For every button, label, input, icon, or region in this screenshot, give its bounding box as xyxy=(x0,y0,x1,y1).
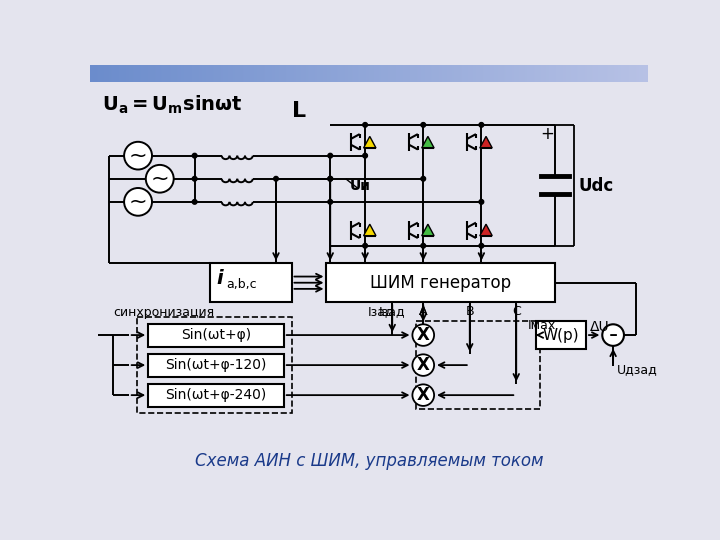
Bar xyxy=(415,321,539,409)
Text: A: A xyxy=(419,305,428,318)
Text: A: A xyxy=(419,305,428,318)
Polygon shape xyxy=(422,224,434,236)
Text: Udc: Udc xyxy=(578,177,613,195)
Text: Sin(ωt+φ): Sin(ωt+φ) xyxy=(181,328,251,342)
Bar xyxy=(148,354,284,377)
Circle shape xyxy=(192,200,197,204)
Bar xyxy=(536,321,586,349)
Text: +: + xyxy=(540,125,554,143)
Text: i: i xyxy=(216,269,223,288)
Circle shape xyxy=(421,177,426,181)
Circle shape xyxy=(479,123,484,127)
Bar xyxy=(326,264,555,302)
Bar xyxy=(137,318,292,413)
Circle shape xyxy=(479,244,484,248)
Circle shape xyxy=(124,142,152,170)
Text: синхронизация: синхронизация xyxy=(113,306,215,319)
Circle shape xyxy=(145,165,174,193)
Text: X: X xyxy=(417,386,430,404)
Text: Uдзад: Uдзад xyxy=(617,363,658,376)
Bar xyxy=(148,383,284,407)
Circle shape xyxy=(413,325,434,346)
Circle shape xyxy=(192,153,197,158)
Circle shape xyxy=(421,244,426,248)
Text: Sin(ωt+φ-240): Sin(ωt+φ-240) xyxy=(166,388,266,402)
Circle shape xyxy=(192,177,197,181)
Circle shape xyxy=(328,153,333,158)
Polygon shape xyxy=(364,224,376,236)
Circle shape xyxy=(363,123,367,127)
Text: Iзад: Iзад xyxy=(367,305,394,318)
Circle shape xyxy=(274,177,279,181)
Circle shape xyxy=(328,177,333,181)
Circle shape xyxy=(363,244,367,248)
Text: ~: ~ xyxy=(150,169,169,189)
Polygon shape xyxy=(480,137,492,148)
Text: Iзад: Iзад xyxy=(379,305,405,318)
Circle shape xyxy=(479,200,484,204)
Polygon shape xyxy=(480,224,492,236)
Circle shape xyxy=(421,123,426,127)
Text: Iмах: Iмах xyxy=(528,319,556,332)
Circle shape xyxy=(413,384,434,406)
Circle shape xyxy=(124,188,152,215)
Polygon shape xyxy=(364,137,376,148)
Bar xyxy=(148,323,284,347)
Text: a,b,c: a,b,c xyxy=(226,278,257,291)
Text: -: - xyxy=(608,323,618,347)
Text: Схема АИН с ШИМ, управляемым током: Схема АИН с ШИМ, управляемым током xyxy=(194,453,544,470)
Text: ~: ~ xyxy=(129,192,148,212)
Text: X: X xyxy=(417,356,430,374)
Bar xyxy=(210,264,292,302)
Text: B: B xyxy=(465,305,474,318)
Text: $\mathbf{U_a=U_m sin\omega t}$: $\mathbf{U_a=U_m sin\omega t}$ xyxy=(102,94,242,116)
Text: C: C xyxy=(512,305,521,318)
Circle shape xyxy=(328,200,333,204)
Text: W(p): W(p) xyxy=(542,328,579,342)
Circle shape xyxy=(328,177,333,181)
Text: L: L xyxy=(292,101,306,121)
Circle shape xyxy=(413,354,434,376)
Text: ШИМ генератор: ШИМ генератор xyxy=(370,274,511,292)
Polygon shape xyxy=(422,137,434,148)
Circle shape xyxy=(602,325,624,346)
Text: X: X xyxy=(417,326,430,344)
Text: ΔU: ΔU xyxy=(590,320,610,334)
Text: Sin(ωt+φ-120): Sin(ωt+φ-120) xyxy=(166,358,266,372)
Text: Uи: Uи xyxy=(350,179,371,193)
Circle shape xyxy=(363,153,367,158)
Text: ~: ~ xyxy=(129,146,148,166)
